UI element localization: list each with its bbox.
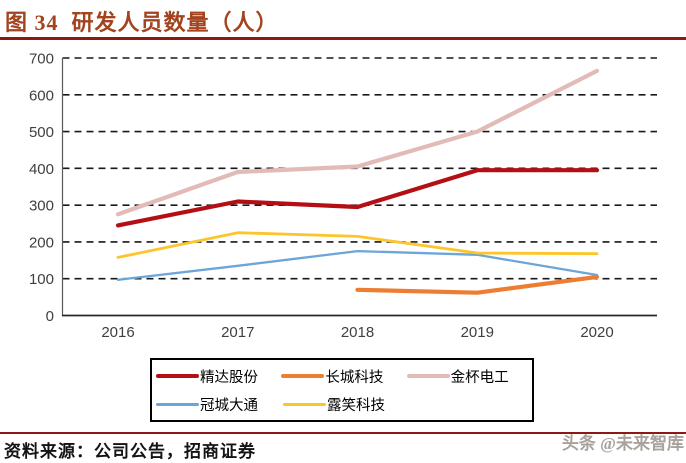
legend-row: 冠城大通 露笑科技	[156, 394, 532, 415]
legend-swatch-icon	[283, 402, 326, 406]
x-tick-label: 2019	[461, 324, 494, 341]
chart-figure-title: 图 34 研发人员数量（人）	[5, 10, 279, 35]
legend-swatch-icon	[156, 373, 199, 379]
legend-label: 露笑科技	[327, 397, 385, 414]
series-line-露笑科技	[116, 231, 599, 259]
title-underline-rule	[0, 37, 686, 40]
y-tick-label: 700	[29, 51, 54, 68]
series-line-金杯电工	[115, 68, 600, 217]
y-tick-label: 500	[29, 124, 54, 141]
footer-rule	[0, 432, 686, 434]
legend-label: 金杯电工	[450, 369, 509, 386]
legend-label: 长城科技	[325, 369, 384, 386]
x-tick-label: 2016	[101, 324, 134, 341]
y-tick-label: 0	[46, 308, 54, 325]
legend-item-精达股份: 精达股份	[156, 366, 281, 387]
y-tick-label: 400	[29, 161, 54, 178]
watermark-text: 头条 @未来智库	[561, 434, 684, 453]
x-tick-label: 2018	[341, 324, 374, 341]
y-tick-label: 300	[29, 198, 54, 215]
y-tick-label: 100	[29, 271, 54, 288]
legend-item-金杯电工: 金杯电工	[406, 366, 532, 387]
legend-label: 冠城大通	[200, 397, 258, 414]
legend-swatch-icon	[281, 373, 325, 379]
legend-swatch-icon	[156, 402, 199, 406]
y-tick-label: 200	[29, 234, 54, 251]
chart-legend: 精达股份 长城科技 金杯电工冠城大通 露笑科技	[150, 358, 534, 422]
legend-label: 精达股份	[200, 369, 258, 386]
series-line-精达股份	[115, 168, 600, 228]
series-line-冠城大通	[116, 249, 599, 281]
y-tick-label: 600	[29, 87, 54, 104]
source-note: 资料来源：公司公告，招商证券	[4, 442, 256, 461]
legend-row: 精达股份 长城科技 金杯电工	[156, 366, 532, 387]
series-line-长城科技	[355, 274, 600, 295]
legend-swatch-icon	[406, 373, 450, 379]
legend-item-冠城大通: 冠城大通	[156, 394, 283, 415]
legend-item-露笑科技: 露笑科技	[283, 394, 410, 415]
legend-item-长城科技: 长城科技	[281, 366, 406, 387]
line-chart: 0 100 200 300 400 500 600 700 2016 2017 2018 2019 20…	[29, 51, 657, 341]
x-tick-label: 2020	[580, 324, 613, 341]
x-tick-label: 2017	[221, 324, 254, 341]
